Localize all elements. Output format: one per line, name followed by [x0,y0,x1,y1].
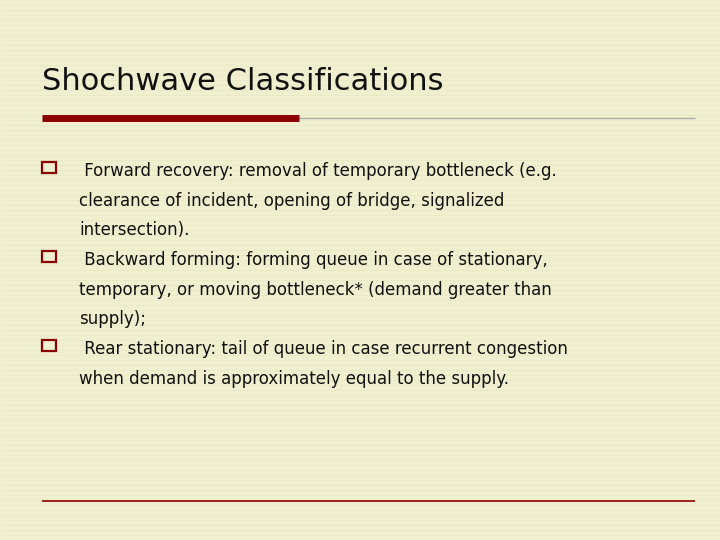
Text: Forward recovery: removal of temporary bottleneck (e.g.: Forward recovery: removal of temporary b… [79,162,557,180]
Text: supply);: supply); [79,310,146,328]
Text: intersection).: intersection). [79,221,189,239]
Text: when demand is approximately equal to the supply.: when demand is approximately equal to th… [79,370,509,388]
Text: temporary, or moving bottleneck* (demand greater than: temporary, or moving bottleneck* (demand… [79,281,552,299]
FancyBboxPatch shape [42,340,56,351]
Text: Shochwave Classifications: Shochwave Classifications [42,68,444,97]
FancyBboxPatch shape [42,162,56,173]
Text: Rear stationary: tail of queue in case recurrent congestion: Rear stationary: tail of queue in case r… [79,340,568,358]
Text: Backward forming: forming queue in case of stationary,: Backward forming: forming queue in case … [79,251,548,269]
FancyBboxPatch shape [42,251,56,262]
Text: clearance of incident, opening of bridge, signalized: clearance of incident, opening of bridge… [79,192,505,210]
